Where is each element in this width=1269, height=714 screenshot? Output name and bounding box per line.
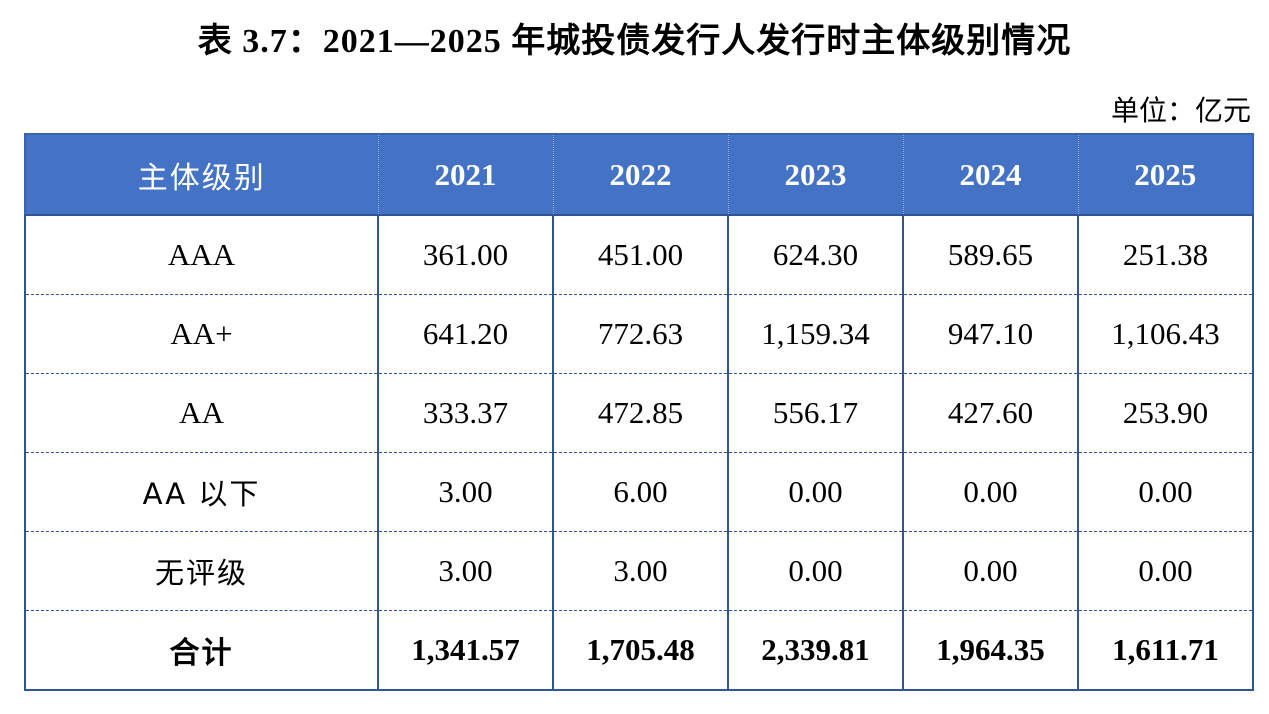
header-2023: 2023: [727, 133, 904, 216]
cell-2025: 0.00: [1077, 452, 1254, 532]
table-row: AA+ 641.20 772.63 1,159.34 947.10 1,106.…: [24, 294, 1254, 374]
table-title: 表 3.7：2021—2025 年城投债发行人发行时主体级别情况: [197, 23, 1072, 60]
cell-2024: 947.10: [902, 294, 1079, 374]
header-2025: 2025: [1077, 133, 1254, 216]
cell-2025: 253.90: [1077, 373, 1254, 453]
cell-2021: 333.37: [377, 373, 554, 453]
total-2021: 1,341.57: [377, 610, 554, 691]
total-2024: 1,964.35: [902, 610, 1079, 691]
cell-2024: 0.00: [902, 452, 1079, 532]
issuer-rating-table: 主体级别 2021 2022 2023 2024 2025 AAA 361.00…: [24, 133, 1254, 691]
cell-2023: 0.00: [727, 452, 904, 532]
cell-2021: 3.00: [377, 531, 554, 611]
cell-2022: 451.00: [552, 214, 729, 295]
row-label: AA 以下: [24, 452, 379, 532]
cell-2022: 3.00: [552, 531, 729, 611]
total-2025: 1,611.71: [1077, 610, 1254, 691]
row-label: 无评级: [24, 531, 379, 611]
cell-2023: 556.17: [727, 373, 904, 453]
cell-2023: 624.30: [727, 214, 904, 295]
cell-2022: 472.85: [552, 373, 729, 453]
cell-2024: 0.00: [902, 531, 1079, 611]
table-row: AA 333.37 472.85 556.17 427.60 253.90: [24, 373, 1254, 453]
header-row: 主体级别 2021 2022 2023 2024 2025: [24, 133, 1254, 216]
cell-2025: 1,106.43: [1077, 294, 1254, 374]
row-label: AA: [24, 373, 379, 453]
cell-2024: 589.65: [902, 214, 1079, 295]
header-2022: 2022: [552, 133, 729, 216]
cell-2025: 0.00: [1077, 531, 1254, 611]
cell-2022: 772.63: [552, 294, 729, 374]
total-row: 合计 1,341.57 1,705.48 2,339.81 1,964.35 1…: [24, 610, 1254, 691]
table-row: AA 以下 3.00 6.00 0.00 0.00 0.00: [24, 452, 1254, 532]
cell-2024: 427.60: [902, 373, 1079, 453]
unit-label: 单位：亿元: [1110, 96, 1251, 127]
total-label: 合计: [24, 610, 379, 691]
cell-2022: 6.00: [552, 452, 729, 532]
table-row: AAA 361.00 451.00 624.30 589.65 251.38: [24, 214, 1254, 295]
header-rating: 主体级别: [24, 133, 379, 216]
cell-2021: 3.00: [377, 452, 554, 532]
cell-2023: 1,159.34: [727, 294, 904, 374]
row-label: AA+: [24, 294, 379, 374]
table-row: 无评级 3.00 3.00 0.00 0.00 0.00: [24, 531, 1254, 611]
cell-2025: 251.38: [1077, 214, 1254, 295]
total-2022: 1,705.48: [552, 610, 729, 691]
cell-2021: 361.00: [377, 214, 554, 295]
cell-2021: 641.20: [377, 294, 554, 374]
header-2021: 2021: [377, 133, 554, 216]
total-2023: 2,339.81: [727, 610, 904, 691]
cell-2023: 0.00: [727, 531, 904, 611]
row-label: AAA: [24, 214, 379, 295]
header-2024: 2024: [902, 133, 1079, 216]
